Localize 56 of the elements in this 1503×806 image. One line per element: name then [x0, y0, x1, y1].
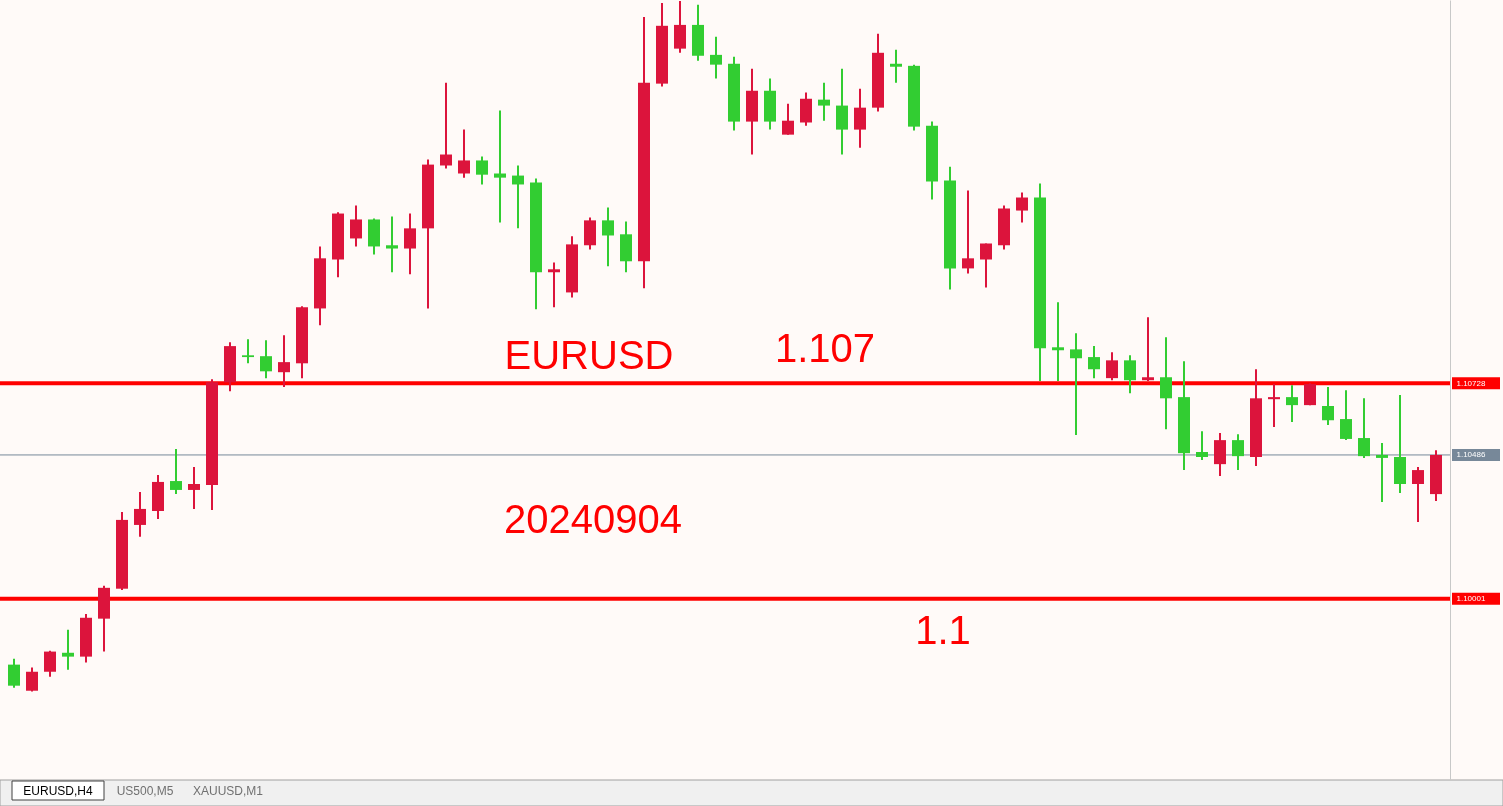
- candlestick: [1160, 336, 1172, 431]
- candlestick: [818, 81, 830, 122]
- candlestick: [512, 164, 524, 230]
- candlestick: [494, 109, 506, 224]
- candlestick: [1286, 384, 1298, 424]
- candlestick: [242, 338, 254, 365]
- candlestick: [476, 155, 488, 186]
- text: US500,M5: [116, 784, 174, 798]
- candlestick: [1088, 345, 1100, 380]
- candlestick: [260, 339, 272, 380]
- y-tick-label: 1.10001: [1456, 594, 1486, 604]
- candlestick: [1106, 351, 1118, 382]
- annotation: 1.107: [774, 326, 876, 370]
- candlestick: [674, 0, 686, 54]
- candlestick: [188, 466, 200, 510]
- candlestick: [710, 35, 722, 80]
- candlestick: [1196, 430, 1208, 461]
- candlestick: [440, 81, 452, 170]
- candlestick: [782, 102, 794, 136]
- candlestick: [800, 91, 812, 127]
- candlestick: [890, 48, 902, 84]
- candlestick: [1232, 433, 1244, 472]
- candlestick: [26, 666, 38, 693]
- annotation: 20240904: [504, 497, 682, 541]
- candlestick: [1340, 389, 1352, 442]
- candlestick: [1412, 466, 1424, 523]
- candlestick: [44, 649, 56, 678]
- candlestick: [1124, 354, 1136, 395]
- text: XAUUSD,M1: [192, 784, 264, 798]
- candlestick: [962, 189, 974, 275]
- candlestick: [548, 261, 560, 309]
- candlestick: [62, 628, 74, 671]
- annotation: 1.1: [915, 608, 971, 652]
- candlestick: [1358, 397, 1370, 459]
- candlestick: [8, 657, 20, 689]
- candlestick: [1376, 442, 1388, 504]
- candlestick: [350, 204, 362, 248]
- candlestick: [980, 242, 992, 289]
- annotation: EURUSD: [504, 333, 674, 377]
- candlestick: [1052, 301, 1064, 383]
- candlestick: [854, 87, 866, 149]
- candlestick: [134, 491, 146, 538]
- y-tick-label: 1.10486: [1456, 450, 1486, 460]
- candlestick: [404, 212, 416, 276]
- candlestick: [1268, 383, 1280, 429]
- candlestick: [602, 206, 614, 268]
- y-tick-label: 1.10728: [1456, 378, 1486, 388]
- candlestick: [386, 215, 398, 274]
- candlestick: [170, 448, 182, 496]
- candlestick: [278, 334, 290, 389]
- candlestick: [1070, 332, 1082, 437]
- text: EURUSD,H4: [23, 784, 93, 798]
- candlestick: [458, 128, 470, 179]
- candlestick: [1322, 386, 1334, 426]
- candlestick: [1016, 191, 1028, 224]
- candlestick: [1142, 316, 1154, 383]
